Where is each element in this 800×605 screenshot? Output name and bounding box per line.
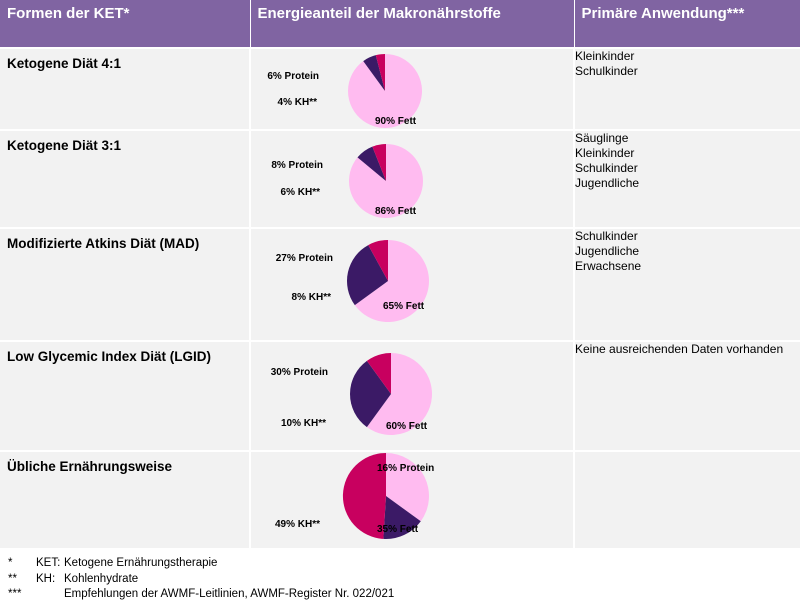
footnote-text: Kohlenhydrate [64, 572, 139, 585]
application-item: Schulkinder [575, 64, 638, 78]
pie-cell: 35% Fett 16% Protein 49% KH** [250, 450, 575, 548]
footnote-text: Ketogene Ernährungstherapie [64, 557, 218, 569]
pie-slice-kh [368, 240, 388, 281]
pie-slice-protein [363, 55, 385, 91]
pie-label-protein: 8% Protein [271, 160, 323, 171]
pie-chart: 86% Fett 8% Protein 6% KH** [271, 144, 424, 218]
pie-slice-fett [349, 144, 424, 218]
application-cell: Säuglinge Kleinkinder Schulkinder Jugendlic… [574, 129, 800, 228]
footnote-row: ** KH: Kohlenhydrate [8, 572, 394, 588]
pie-label-kh: 49% KH** [275, 519, 320, 530]
form-cell: Ketogene Diät 4:1 [0, 47, 251, 130]
form-name: Modifizierte Atkins Diät (MAD) [7, 236, 200, 251]
table-row: Ketogene Diät 4:1 90% Fett 6% Protein 4% KH… [0, 47, 800, 130]
footnote-abbr: KH: [36, 572, 56, 585]
application-item: Kleinkinder [575, 49, 635, 63]
application-item: Jugendliche [575, 244, 640, 258]
pie-slice-fett [366, 353, 432, 435]
table-row: Modifizierte Atkins Diät (MAD) 65% Fett 27… [0, 227, 800, 341]
table-row: Übliche Ernährungsweise 35% Fett 16% Prote… [0, 450, 800, 548]
pie-slice-protein [346, 245, 388, 306]
pie-label-fett: 86% Fett [375, 206, 417, 217]
pie-slice-kh [342, 452, 386, 539]
application-cell: Keine ausreichenden Daten vorhanden [574, 340, 800, 451]
pie-slice-protein [383, 496, 421, 540]
application-item: Erwachsene [575, 259, 642, 273]
form-name: Low Glycemic Index Diät (LGID) [7, 349, 212, 364]
pie-label-kh: 10% KH** [281, 418, 326, 429]
footnote-row: * KET: Ketogene Ernährungstherapie [8, 556, 394, 572]
pie-slice-kh [372, 144, 386, 181]
pie-slice-kh [375, 54, 385, 91]
pie-label-kh: 8% KH** [292, 292, 332, 303]
pie-chart: 65% Fett 27% Protein 8% KH** [276, 240, 429, 322]
pie-chart: 60% Fett 30% Protein 10% KH** [271, 353, 432, 435]
pie-label-protein: 27% Protein [276, 253, 333, 264]
pie-cell: 86% Fett 8% Protein 6% KH** [250, 129, 575, 228]
application-cell: Kleinkinder Schulkinder [574, 47, 800, 130]
footnote-text: Empfehlungen der AWMF-Leitlinien, AWMF-R… [64, 588, 395, 600]
form-cell: Ketogene Diät 3:1 [0, 129, 251, 228]
pie-slice-kh [366, 353, 391, 394]
footnote-mark: ** [8, 572, 17, 585]
header-macronutrients: Energieanteil der Makronährstoffe [250, 0, 575, 48]
form-name: Ketogene Diät 4:1 [7, 56, 122, 71]
footnote-mark: * [8, 557, 13, 569]
footnote-row: *** Empfehlungen der AWMF-Leitlinien, AW… [8, 587, 394, 603]
pie-cell: 65% Fett 27% Protein 8% KH** [250, 227, 575, 341]
ket-table: Formen der KET* Energieanteil der Makron… [0, 0, 800, 548]
application-cell: Schulkinder Jugendliche Erwachsene [574, 227, 800, 341]
pie-label-fett: 65% Fett [383, 301, 425, 312]
header-row: Formen der KET* Energieanteil der Makron… [0, 0, 800, 48]
pie-cell: 60% Fett 30% Protein 10% KH** [250, 340, 575, 451]
application-cell [574, 450, 800, 548]
header-application: Primäre Anwendung*** [574, 0, 800, 48]
pie-chart: 90% Fett 6% Protein 4% KH** [267, 54, 423, 128]
application-item: Schulkinder [575, 229, 638, 243]
pie-cell: 90% Fett 6% Protein 4% KH** [250, 47, 575, 130]
form-cell: Low Glycemic Index Diät (LGID) [0, 340, 251, 451]
form-name: Ketogene Diät 3:1 [7, 138, 122, 153]
table-row: Low Glycemic Index Diät (LGID) 60% Fett 30… [0, 340, 800, 451]
application-item: Keine ausreichenden Daten vorhanden [575, 342, 784, 356]
pie-label-protein: 16% Protein [377, 463, 434, 474]
form-cell: Modifizierte Atkins Diät (MAD) [0, 227, 251, 341]
pie-label-fett: 90% Fett [375, 116, 417, 127]
pie-slice-protein [357, 146, 386, 181]
pie-chart: 35% Fett 16% Protein 49% KH** [275, 452, 434, 540]
pie-slice-fett [354, 240, 429, 322]
pie-slice-protein [349, 360, 391, 428]
footnotes: * KET: Ketogene Ernährungstherapie ** KH… [8, 556, 394, 603]
pie-slice-fett [386, 453, 429, 522]
pie-label-kh: 4% KH** [278, 97, 318, 108]
pie-label-protein: 6% Protein [267, 71, 319, 82]
application-item: Jugendliche [575, 176, 640, 190]
table-row: Ketogene Diät 3:1 86% Fett 8% Protein 6% KH… [0, 129, 800, 228]
pie-slice-fett [348, 54, 423, 128]
pie-label-kh: 6% KH** [281, 187, 321, 198]
application-item: Kleinkinder [575, 146, 635, 160]
header-forms: Formen der KET* [0, 0, 251, 48]
form-cell: Übliche Ernährungsweise [0, 450, 251, 548]
pie-label-fett: 35% Fett [377, 524, 419, 535]
footnote-abbr: KET: [36, 557, 61, 569]
pie-label-protein: 30% Protein [271, 367, 328, 378]
pie-label-fett: 60% Fett [386, 421, 428, 432]
application-item: Säuglinge [575, 131, 629, 145]
footnote-mark: *** [8, 588, 22, 600]
application-item: Schulkinder [575, 161, 638, 175]
form-name: Übliche Ernährungsweise [7, 459, 173, 474]
